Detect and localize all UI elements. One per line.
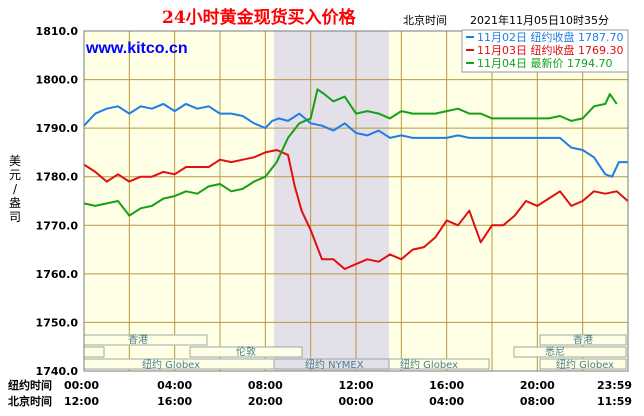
x-tick-label-bj: 12:00	[64, 395, 99, 408]
y-tick-label: 1800.0	[36, 74, 79, 87]
bj-time-row-label: 北京时间	[8, 394, 52, 408]
session-sydney-label: 悉尼	[545, 346, 565, 358]
session-hk-box-2	[539, 334, 627, 346]
session-sydney-box	[513, 346, 627, 358]
session-globex-box-3	[539, 358, 627, 370]
y-axis-label: 美元/盎司	[9, 154, 21, 224]
x-tick-label-bj: 04:00	[429, 395, 464, 408]
legend-entry: 11月02日 纽约收盘 1787.70	[477, 30, 623, 44]
website-url[interactable]: www.kitco.cn	[85, 40, 188, 57]
session-london-box	[189, 346, 303, 358]
timezone-label: 北京时间	[403, 13, 447, 27]
series-line-3	[83, 88, 618, 217]
session-globex-label-2: 纽约 Globex	[400, 358, 458, 371]
x-tick-label-bj: 00:00	[338, 395, 373, 408]
x-tick-label-bj: 20:00	[248, 395, 283, 408]
series-line-2	[83, 149, 629, 270]
y-tick-label: 1770.0	[36, 219, 79, 232]
y-tick-label: 1740.0	[36, 365, 79, 378]
session-globex-label-3: 纽约 Globex	[556, 358, 614, 371]
session-london-label: 伦敦	[236, 345, 256, 358]
session-hongkong-label-1: 香港	[128, 334, 148, 346]
x-tick-label-bj: 08:00	[520, 395, 555, 408]
nymex-shaded-region	[274, 31, 389, 371]
x-tick-label-ny: 16:00	[429, 379, 464, 392]
legend-entry: 11月03日 纽约收盘 1769.30	[477, 43, 623, 57]
x-tick-label-bj: 16:00	[157, 395, 192, 408]
chart-title: 24小时黄金现货买入价格	[162, 7, 357, 28]
session-nymex-label: 纽约 NYMEX	[305, 358, 364, 371]
y-tick-label: 1760.0	[36, 268, 79, 281]
timestamp: 2021年11月05日10时35分	[470, 13, 609, 27]
session-globex-box-2	[388, 358, 490, 370]
x-tick-label-ny: 12:00	[338, 379, 373, 392]
y-tick-label: 1780.0	[36, 171, 79, 184]
legend-box	[461, 29, 629, 73]
x-tick-label-ny: 08:00	[248, 379, 283, 392]
plot-border	[83, 30, 629, 372]
market-sessions: 香港 香港 伦敦 悉尼 纽约 Globex 纽约 NYMEX 纽约 Globex…	[83, 334, 627, 371]
session-edge-box	[83, 346, 105, 358]
y-tick-labels: 1810.0 1800.0 1790.0 1780.0 1770.0 1760.0 1750…	[36, 25, 79, 378]
y-tick-label: 1810.0	[36, 25, 79, 38]
x-tick-labels: 00:00 04:00 08:00 12:00 16:00 20:00 23:59 12:00…	[64, 379, 632, 408]
legend-entry: 11月04日 最新价 1794.70	[477, 56, 612, 70]
y-tick-label: 1790.0	[36, 122, 79, 135]
x-tick-label-ny: 04:00	[157, 379, 192, 392]
session-globex-label-1: 纽约 Globex	[142, 358, 200, 371]
y-tick-label: 1750.0	[36, 316, 79, 329]
x-tick-label-bj: 11:59	[597, 395, 632, 408]
x-tick-label-ny: 23:59	[597, 379, 632, 392]
ny-time-row-label: 纽约时间	[8, 378, 52, 392]
series-line-1	[83, 102, 628, 178]
series-lines	[83, 88, 629, 270]
session-hongkong-label-2: 香港	[573, 334, 593, 346]
x-tick-label-ny: 00:00	[64, 379, 99, 392]
x-tick-label-ny: 20:00	[520, 379, 555, 392]
